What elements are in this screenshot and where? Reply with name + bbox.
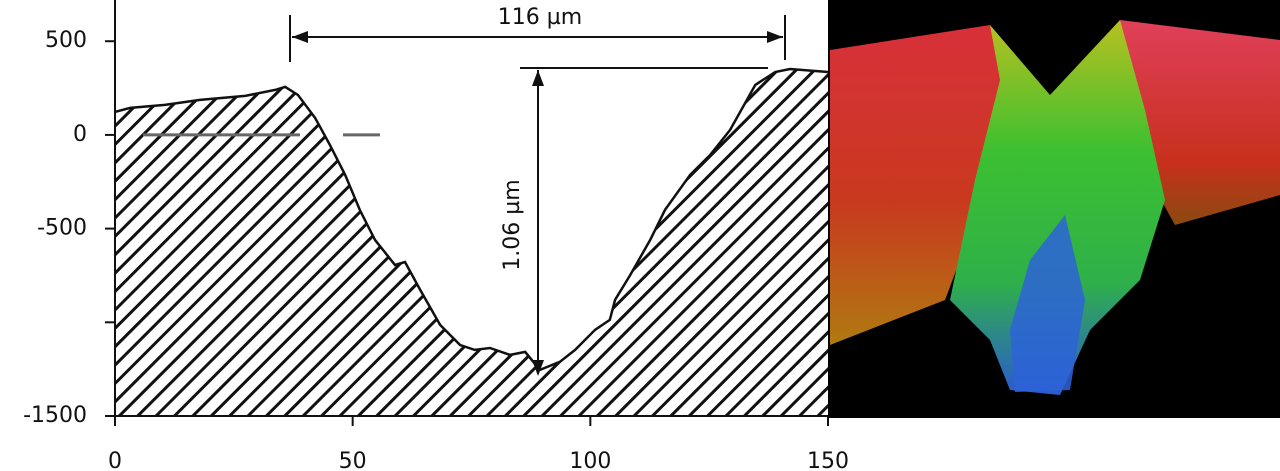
x-tick-label: 50: [339, 449, 367, 471]
profile-line: [114, 67, 829, 372]
x-tick-label: 0: [108, 449, 122, 471]
x-tick-label: 150: [807, 449, 849, 471]
surface-image: [828, 0, 1280, 418]
depth-annotation: 1.06 µm: [500, 179, 525, 270]
y-tick-label: 0: [73, 122, 87, 147]
x-tick-label: 100: [569, 449, 611, 471]
annotation-arrows: [289, 15, 786, 376]
profile-area: [115, 69, 828, 416]
y-tick-label: -500: [37, 216, 87, 241]
width-annotation: 116 µm: [498, 5, 582, 30]
plot-area: 500 0 -500 -1500 0 50 100 150: [23, 0, 849, 471]
y-tick-label: 500: [45, 28, 87, 53]
y-tick-label: -1500: [23, 403, 87, 428]
